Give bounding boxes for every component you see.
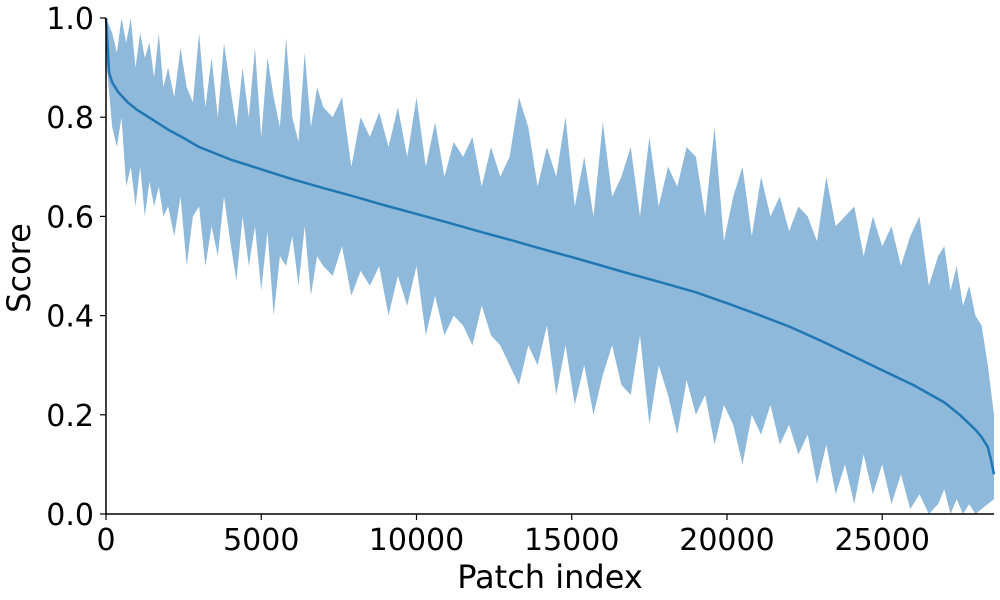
tick-labels: 0 5000 10000 15000 20000 25000 0.0 0.2 0.4 0.6 0.8… [46, 2, 930, 558]
y-tick-label: 0.8 [46, 101, 94, 136]
band-area [106, 18, 994, 514]
x-tick-label: 5000 [223, 523, 299, 558]
x-tick-label: 25000 [835, 523, 930, 558]
y-tick-label: 1.0 [46, 2, 94, 37]
mean-score-series [104, 17, 996, 475]
score-range-band [106, 18, 994, 514]
x-tick-label: 10000 [369, 523, 464, 558]
series-line [104, 17, 996, 475]
y-tick-label: 0.4 [46, 300, 94, 335]
x-axis-title: Patch index [457, 558, 643, 596]
x-tick-label: 0 [96, 523, 115, 558]
axes [100, 17, 994, 520]
y-tick-label: 0.6 [46, 200, 94, 235]
y-axis-title: Score [0, 223, 38, 313]
x-tick-label: 15000 [524, 523, 619, 558]
y-tick-label: 0.0 [46, 498, 94, 533]
y-tick-label: 0.2 [46, 399, 94, 434]
x-tick-label: 20000 [679, 523, 774, 558]
